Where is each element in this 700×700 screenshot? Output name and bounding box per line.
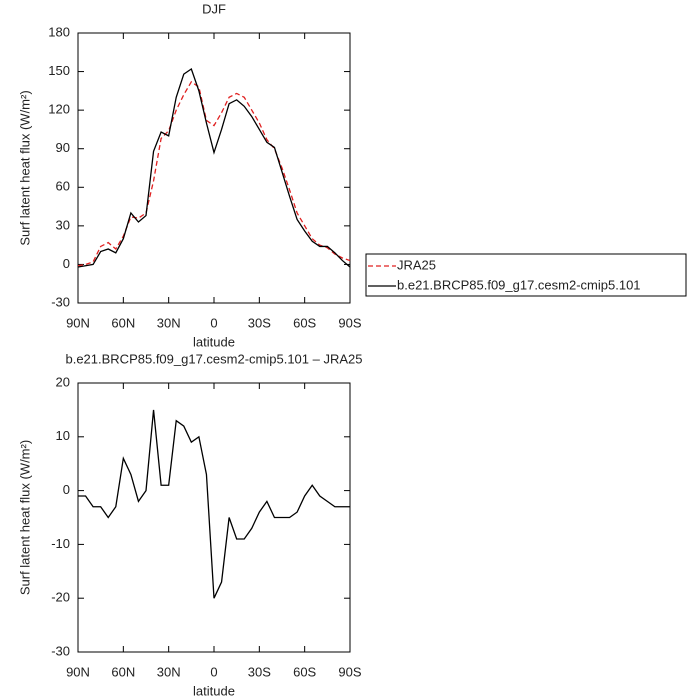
y-tick-label: 120	[48, 102, 70, 117]
x-tick-label: 30S	[248, 315, 271, 330]
y-tick-label: 30	[56, 217, 70, 232]
chart-title: b.e21.BRCP85.f09_g17.cesm2-cmip5.101 – J…	[65, 351, 362, 366]
data-line	[78, 409, 350, 599]
x-tick-label: 90N	[66, 315, 90, 330]
y-tick-label: 150	[48, 63, 70, 78]
x-tick-label: 30S	[248, 664, 271, 679]
x-tick-label: 90S	[338, 664, 361, 679]
x-tick-label: 60S	[293, 664, 316, 679]
y-tick-label: -30	[51, 294, 70, 309]
y-axis-label: Surf latent heat flux (W/m²)	[17, 440, 32, 595]
x-axis-label: latitude	[193, 334, 235, 349]
x-tick-label: 0	[210, 664, 217, 679]
y-tick-label: 0	[63, 256, 70, 271]
legend-box	[365, 253, 687, 297]
y-tick-label: 180	[48, 24, 70, 39]
x-tick-label: 90N	[66, 664, 90, 679]
x-tick-label: 60S	[293, 315, 316, 330]
x-axis-label: latitude	[193, 683, 235, 698]
legend-label: JRA25	[397, 257, 436, 272]
y-tick-label: -10	[51, 536, 70, 551]
x-tick-label: 0	[210, 315, 217, 330]
y-tick-label: 20	[56, 374, 70, 389]
y-tick-label: -20	[51, 590, 70, 605]
data-line	[77, 67, 351, 268]
x-tick-label: 60N	[111, 315, 135, 330]
legend-label: b.e21.BRCP85.f09_g17.cesm2-cmip5.101	[397, 277, 641, 292]
x-tick-label: 90S	[338, 315, 361, 330]
y-tick-label: 0	[63, 482, 70, 497]
x-tick-label: 30N	[157, 664, 181, 679]
y-axis-label: Surf latent heat flux (W/m²)	[17, 90, 32, 245]
plot-frame	[77, 382, 351, 653]
y-tick-label: 60	[56, 179, 70, 194]
x-tick-label: 30N	[157, 315, 181, 330]
y-tick-label: 90	[56, 140, 70, 155]
data-line	[77, 80, 351, 267]
y-tick-label: 10	[56, 428, 70, 443]
plot-frame	[77, 32, 351, 304]
chart-title: DJF	[202, 1, 226, 16]
x-tick-label: 60N	[111, 664, 135, 679]
y-tick-label: -30	[51, 643, 70, 658]
